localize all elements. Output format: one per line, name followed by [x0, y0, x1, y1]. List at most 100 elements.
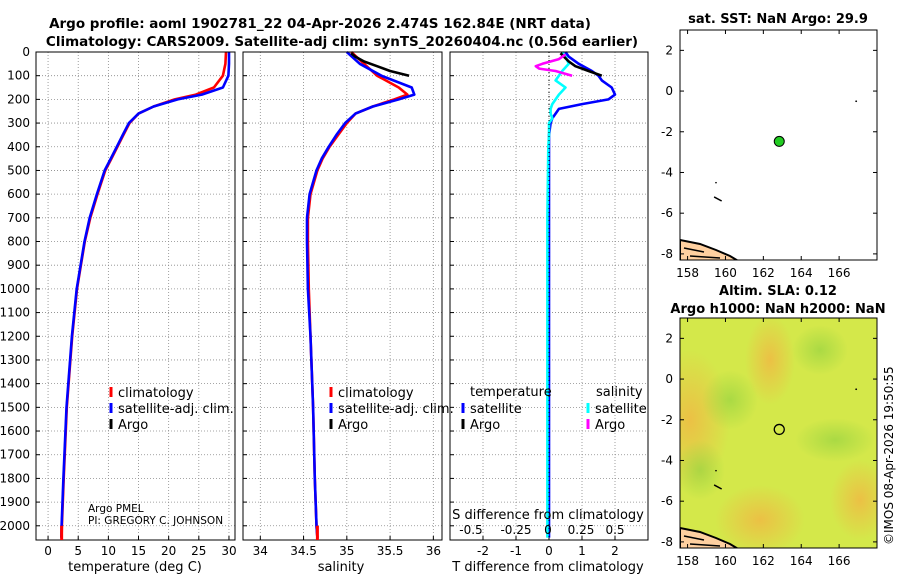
legend-satellite: satellite-adj. clim. [338, 402, 454, 417]
island-dot [855, 100, 858, 103]
x-tick-label: 35 [339, 544, 354, 558]
x-tick-label: -2 [477, 544, 489, 558]
depth-tick-label: 900 [7, 258, 30, 272]
title-line-2: Climatology: CARS2009. Satellite-adj cli… [46, 34, 638, 50]
legend-title-temperature: temperature [470, 385, 552, 400]
legend-s-argo: Argo [595, 418, 625, 433]
map-x-tick-label: 158 [676, 554, 699, 568]
island-mark [713, 196, 723, 202]
x-label-temperature: temperature (deg C) [68, 560, 202, 575]
title-line-1: Argo profile: aoml 1902781_22 04-Apr-202… [49, 16, 591, 32]
depth-tick-label: 1200 [0, 329, 30, 343]
map-y-tick-label: 2 [665, 43, 673, 57]
x-tick-label: 0 [44, 544, 52, 558]
sla-map-title-2: Argo h1000: NaN h2000: NaN [670, 302, 885, 317]
island-dot [715, 469, 717, 472]
depth-axis: 0 100 200 300 400 500 600 700 800 900 1000 1100 1200… [0, 45, 30, 533]
map-y-tick-label: -2 [661, 125, 673, 139]
top-tick-label: 0.5 [605, 523, 624, 537]
depth-tick-label: 100 [7, 69, 30, 83]
x-tick-label: 25 [191, 544, 206, 558]
series-salinity-argo [534, 53, 573, 77]
depth-tick-label: 1000 [0, 282, 30, 296]
map-x-tick-label: 162 [752, 554, 775, 568]
map-y-tick-label: -8 [661, 247, 673, 261]
argo-float-marker [773, 135, 785, 147]
depth-tick-label: 1600 [0, 424, 30, 438]
map-x-tick-label: 164 [790, 266, 813, 280]
x-tick-label: 10 [101, 544, 116, 558]
map-x-tick-label: 162 [752, 266, 775, 280]
copyright-timestamp: ©IMOS 08-Apr-2026 19:50:55 [882, 366, 896, 545]
map-x-tick-label: 160 [714, 554, 737, 568]
map-x-tick-label: 158 [676, 266, 699, 280]
sst-axes: 158 160 162 164 166 2 0 -2 -4 -6 -8 [661, 30, 877, 280]
salinity-panel: 34 34.5 35 35.5 36 [242, 51, 443, 558]
depth-tick-label: 400 [7, 140, 30, 154]
difference-panel: -2 -1 0 1 2 -0.5 -0.25 0 0.25 0.5 [449, 51, 649, 558]
legend-s-satellite: satellite [595, 402, 647, 417]
legend-title-salinity: salinity [596, 385, 643, 400]
map-y-tick-label: -6 [661, 206, 673, 220]
x-tick-label: 34 [253, 544, 268, 558]
island-dot [855, 388, 858, 391]
depth-tick-label: 1100 [0, 306, 30, 320]
sla-heatmap [680, 318, 877, 548]
legend-argo: Argo [118, 418, 148, 433]
depth-tick-label: 1800 [0, 471, 30, 485]
x-tick-label: 5 [74, 544, 82, 558]
s-difference-label: S difference from climatology [452, 508, 644, 523]
difference-legend: temperature salinity satellite Argo sate… [452, 385, 647, 523]
x-tick-label: 0 [545, 544, 553, 558]
series-satellite-adj-clim- [60, 52, 231, 538]
map-x-tick-label: 166 [828, 266, 851, 280]
sst-map-title: sat. SST: NaN Argo: 29.9 [688, 12, 868, 27]
annotation-line-2: PI: GREGORY C. JOHNSON [88, 515, 223, 527]
x-tick-label: 20 [161, 544, 176, 558]
sla-map-title-1: Altim. SLA: 0.12 [719, 284, 837, 299]
sst-map: sat. SST: NaN Argo: 29.9 158 160 162 164 166… [661, 12, 878, 280]
top-tick-label: 0.25 [568, 523, 595, 537]
island-mark [713, 484, 723, 490]
x-tick-label: -1 [510, 544, 522, 558]
x-tick-label: 35.5 [377, 544, 404, 558]
x-tick-label: 30 [221, 544, 236, 558]
depth-tick-label: 800 [7, 235, 30, 249]
legend-climatology: climatology [118, 386, 194, 401]
map-y-tick-label: -8 [661, 535, 673, 549]
map-y-tick-label: 2 [665, 331, 673, 345]
legend-t-satellite: satellite [470, 402, 522, 417]
x-label-salinity: salinity [318, 560, 365, 575]
salinity-legend: climatology satellite-adj. clim. Argo [329, 386, 454, 433]
x-label-difference: T difference from climatology [451, 560, 644, 575]
depth-tick-label: 1700 [0, 448, 30, 462]
x-tick-label: 15 [131, 544, 146, 558]
x-tick-label: 2 [611, 544, 619, 558]
map-y-tick-label: -4 [661, 165, 673, 179]
sla-map: Altim. SLA: 0.12 Argo h1000: NaN h2000: … [661, 284, 886, 568]
depth-tick-label: 0 [22, 45, 30, 59]
argo-float-marker [773, 423, 785, 436]
top-tick-label: 0 [544, 523, 552, 537]
x-tick-label: 34.5 [290, 544, 317, 558]
top-tick-label: -0.5 [459, 523, 482, 537]
legend-argo: Argo [338, 418, 368, 433]
temperature-panel: 0 5 10 15 20 25 30 [35, 51, 237, 558]
depth-tick-label: 1400 [0, 377, 30, 391]
depth-tick-label: 600 [7, 187, 30, 201]
island-dot [715, 181, 717, 184]
map-y-tick-label: -4 [661, 453, 673, 467]
temperature-legend: climatology satellite-adj. clim. Argo Ar… [88, 386, 234, 527]
depth-tick-label: 700 [7, 211, 30, 225]
map-x-tick-label: 160 [714, 266, 737, 280]
map-x-tick-label: 166 [828, 554, 851, 568]
legend-climatology: climatology [338, 386, 414, 401]
depth-tick-label: 1500 [0, 400, 30, 414]
map-y-tick-label: -6 [661, 494, 673, 508]
top-tick-label: -0.25 [500, 523, 531, 537]
depth-tick-label: 300 [7, 116, 30, 130]
depth-tick-label: 500 [7, 163, 30, 177]
map-y-tick-label: 0 [665, 84, 673, 98]
depth-tick-label: 1300 [0, 353, 30, 367]
